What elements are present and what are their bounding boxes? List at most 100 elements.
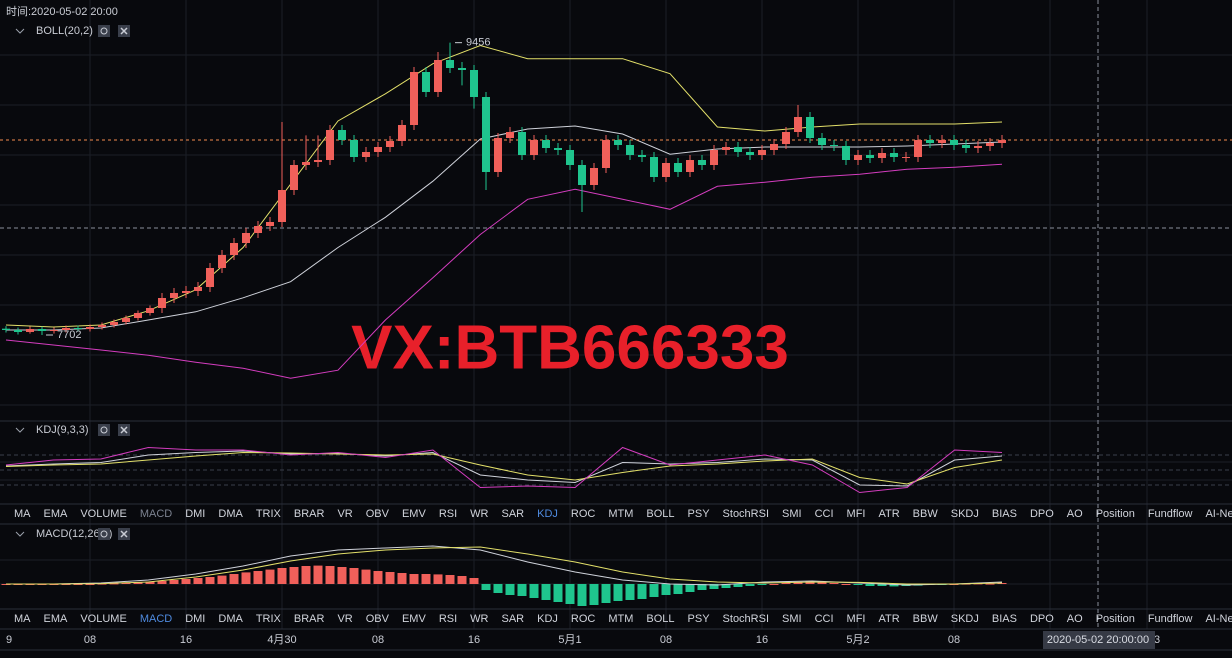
indicator-tab[interactable]: EMV xyxy=(402,613,427,625)
indicator-tab[interactable]: MA xyxy=(14,508,31,520)
indicator-tab[interactable]: RSI xyxy=(439,613,457,625)
indicator-tab[interactable]: BOLL xyxy=(646,613,674,625)
indicator-tab[interactable]: SMI xyxy=(782,508,802,520)
settings-button[interactable] xyxy=(98,528,110,540)
indicator-tab[interactable]: MACD xyxy=(140,508,172,520)
indicator-tab[interactable]: ATR xyxy=(878,613,899,625)
macd-bar xyxy=(109,583,119,585)
macd-bar xyxy=(553,584,563,602)
indicator-tab[interactable]: BRAR xyxy=(294,613,325,625)
indicator-tab[interactable]: VOLUME xyxy=(80,508,126,520)
candle-body xyxy=(950,140,958,145)
candle-body xyxy=(278,190,286,222)
indicator-tab[interactable]: StochRSI xyxy=(723,613,769,625)
settings-button[interactable] xyxy=(98,25,110,37)
candle-body xyxy=(26,329,34,332)
indicator-tab[interactable]: TRIX xyxy=(256,508,282,520)
indicator-tab[interactable]: ROC xyxy=(571,613,596,625)
indicator-tab[interactable]: BIAS xyxy=(992,508,1017,520)
indicator-tab[interactable]: DMI xyxy=(185,613,205,625)
indicator-tab[interactable]: EMA xyxy=(44,508,69,520)
kdj-line xyxy=(5,451,1003,485)
indicator-tab[interactable]: PSY xyxy=(688,508,711,520)
macd-bar xyxy=(733,584,743,587)
indicator-tab[interactable]: OBV xyxy=(366,508,390,520)
indicator-tab[interactable]: SKDJ xyxy=(951,613,979,625)
indicator-tab[interactable]: Position xyxy=(1096,613,1135,625)
indicator-tab[interactable]: KDJ xyxy=(537,613,558,625)
candle-body xyxy=(38,329,46,331)
macd-bar xyxy=(73,584,83,585)
indicator-tab[interactable]: DMA xyxy=(218,508,243,520)
indicator-tab[interactable]: VR xyxy=(337,508,352,520)
macd-bar xyxy=(277,568,287,584)
indicator-tab[interactable]: WR xyxy=(470,613,488,625)
indicator-tab[interactable]: ROC xyxy=(571,508,596,520)
indicator-tab[interactable]: CCI xyxy=(815,508,834,520)
candle-body xyxy=(626,145,634,155)
indicator-tab[interactable]: VR xyxy=(337,613,352,625)
indicator-tab[interactable]: Position xyxy=(1096,508,1135,520)
macd-bar xyxy=(589,584,599,605)
candle-body xyxy=(962,145,970,148)
indicator-tab[interactable]: MFI xyxy=(847,508,866,520)
indicator-tab[interactable]: PSY xyxy=(688,613,711,625)
collapse-chevron xyxy=(15,28,25,34)
indicator-tab[interactable]: CCI xyxy=(815,613,834,625)
candle-body xyxy=(254,226,262,233)
indicator-tab[interactable]: DPO xyxy=(1030,613,1054,625)
close-icon xyxy=(120,530,128,538)
indicator-tab[interactable]: BBW xyxy=(913,508,939,520)
indicator-tab[interactable]: BOLL xyxy=(646,508,674,520)
min-price-label: 7702 xyxy=(57,329,81,341)
macd-bar xyxy=(769,584,779,585)
macd-bar xyxy=(421,574,431,584)
candle-body xyxy=(746,152,754,155)
indicator-tab[interactable]: WR xyxy=(470,508,488,520)
indicator-tab[interactable]: RSI xyxy=(439,508,457,520)
macd-bar xyxy=(349,568,359,584)
indicator-tab[interactable]: StochRSI xyxy=(723,508,769,520)
indicator-tab[interactable]: BIAS xyxy=(992,613,1017,625)
indicator-tab[interactable]: DMI xyxy=(185,508,205,520)
indicator-tab[interactable]: MTM xyxy=(608,613,633,625)
indicator-tab[interactable]: MFI xyxy=(847,613,866,625)
indicator-tab[interactable]: MA xyxy=(14,613,31,625)
indicator-tab[interactable]: MTM xyxy=(608,508,633,520)
indicator-tab[interactable]: MACD xyxy=(140,613,172,625)
indicator-tab[interactable]: AO xyxy=(1067,508,1083,520)
candle-body xyxy=(770,144,778,150)
macd-bar xyxy=(805,581,815,584)
indicator-tab[interactable]: BRAR xyxy=(294,508,325,520)
time-label: 时间:2020-05-02 20:00 xyxy=(6,5,118,18)
indicator-tab[interactable]: DMA xyxy=(218,613,243,625)
indicator-tab[interactable]: AI-NetVOL xyxy=(1205,508,1232,520)
settings-button[interactable] xyxy=(98,424,110,436)
indicator-tab[interactable]: ATR xyxy=(878,508,899,520)
candle-body xyxy=(602,140,610,168)
indicator-tab[interactable]: SKDJ xyxy=(951,508,979,520)
indicator-tab[interactable]: Fundflow xyxy=(1148,508,1193,520)
indicator-tab[interactable]: VOLUME xyxy=(80,613,126,625)
candle-body xyxy=(266,222,274,226)
indicator-tab[interactable]: SAR xyxy=(501,508,524,520)
x-tick-label: 16 xyxy=(756,634,768,646)
indicator-tab[interactable]: AO xyxy=(1067,613,1083,625)
candle-body xyxy=(758,150,766,155)
indicator-tab[interactable]: BBW xyxy=(913,613,939,625)
indicator-tab[interactable]: SAR xyxy=(501,613,524,625)
candle-body xyxy=(434,60,442,92)
candle-body xyxy=(554,148,562,150)
indicator-tab[interactable]: OBV xyxy=(366,613,390,625)
candle-body xyxy=(938,140,946,143)
boll-line xyxy=(6,125,1003,331)
indicator-tab[interactable]: TRIX xyxy=(256,613,282,625)
indicator-tab[interactable]: Fundflow xyxy=(1148,613,1193,625)
indicator-tab[interactable]: SMI xyxy=(782,613,802,625)
indicator-tab[interactable]: DPO xyxy=(1030,508,1054,520)
indicator-tab[interactable]: EMV xyxy=(402,508,427,520)
indicator-tab[interactable]: KDJ xyxy=(537,508,558,520)
indicator-tab[interactable]: AI-NetVOL xyxy=(1205,613,1232,625)
indicator-tab[interactable]: EMA xyxy=(44,613,69,625)
